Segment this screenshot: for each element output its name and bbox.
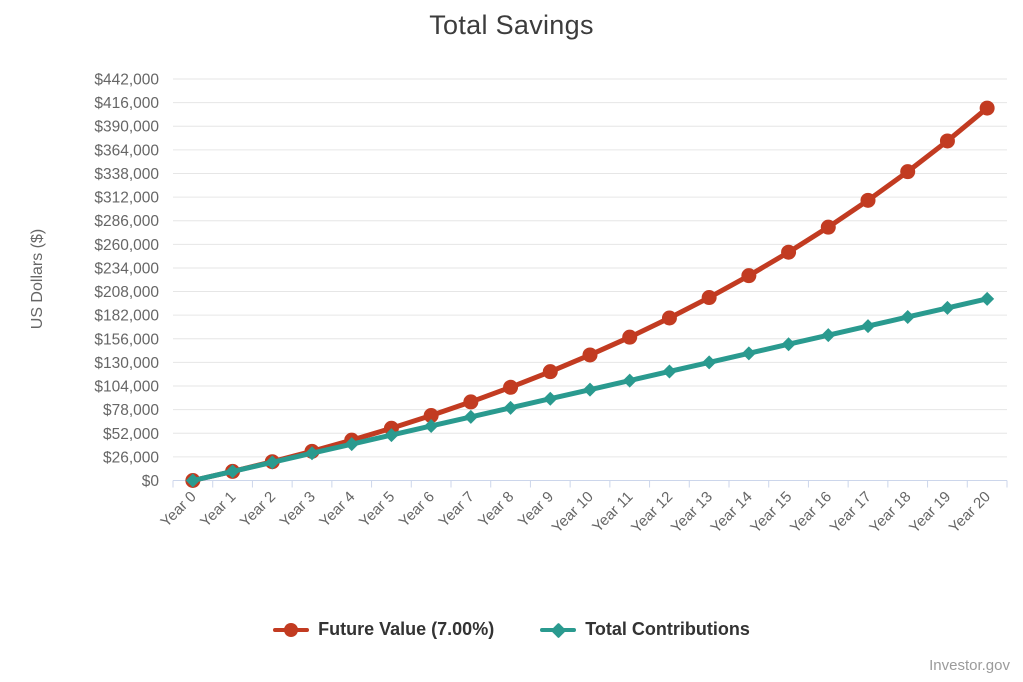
diamond-marker-icon	[550, 622, 567, 638]
future-value-point-year-7[interactable]	[463, 394, 479, 410]
future-value-point-year-12[interactable]	[661, 310, 677, 326]
total-contributions-point-year-15[interactable]	[781, 337, 796, 352]
x-tick-label: Year 8	[475, 488, 517, 530]
future-value-point-year-8[interactable]	[503, 379, 519, 395]
total-contributions-point-year-16[interactable]	[821, 328, 836, 343]
total-contributions-point-year-9[interactable]	[543, 391, 558, 406]
future-value-line	[190, 105, 990, 483]
total-contributions-point-year-11[interactable]	[622, 373, 637, 388]
x-tick-label: Year 16	[787, 488, 835, 536]
y-tick-label: $234,000	[94, 260, 159, 277]
total-contributions-point-year-7[interactable]	[463, 409, 478, 424]
total-contributions-point-year-20[interactable]	[980, 291, 995, 306]
x-tick-label: Year 18	[866, 488, 914, 536]
x-tick-label: Year 17	[827, 488, 875, 536]
future-value-point-year-19[interactable]	[939, 133, 955, 149]
y-tick-label: $156,000	[94, 331, 159, 348]
total-contributions-series-icon	[540, 621, 577, 639]
y-tick-label: $130,000	[94, 355, 159, 372]
total-contributions-point-year-19[interactable]	[940, 300, 955, 315]
x-tick-label: Year 19	[906, 488, 954, 536]
x-tick-label: Year 4	[316, 488, 358, 530]
y-tick-label: $182,000	[94, 308, 159, 325]
y-tick-label: $286,000	[94, 213, 159, 230]
y-tick-label: $104,000	[94, 379, 159, 396]
x-tick-label: Year 2	[237, 488, 279, 530]
future-value-point-year-6[interactable]	[423, 408, 439, 424]
total-contributions-point-year-5[interactable]	[384, 428, 399, 443]
circle-marker-icon	[284, 622, 299, 637]
total-contributions-point-year-10[interactable]	[583, 382, 597, 397]
legend-label-future-value: Future Value (7.00%)	[318, 619, 495, 639]
future-value-point-year-11[interactable]	[622, 329, 638, 345]
total-contributions-point-year-3[interactable]	[305, 446, 319, 461]
total-contributions-point-year-6[interactable]	[424, 418, 439, 433]
total-contributions-point-year-18[interactable]	[900, 309, 915, 324]
x-tick-label: Year 12	[628, 488, 676, 536]
y-tick-label: $364,000	[94, 142, 159, 159]
total-contributions-point-year-14[interactable]	[741, 346, 756, 361]
future-value-point-year-9[interactable]	[542, 364, 558, 380]
legend-item-future-value[interactable]: Future Value (7.00%)	[273, 619, 494, 640]
x-tick-label: Year 0	[157, 488, 199, 530]
y-tick-label: $260,000	[94, 237, 159, 254]
x-tick-label: Year 14	[707, 488, 755, 536]
plot-area: $0 $26,000 $52,000 $78,000 $104,000 $130,000 $…	[94, 72, 1008, 537]
x-tick-label: Year 11	[589, 488, 636, 535]
future-value-point-year-20[interactable]	[979, 100, 995, 116]
legend-item-total-contributions[interactable]: Total Contributions	[540, 619, 750, 640]
y-tick-label: $442,000	[94, 72, 159, 89]
total-contributions-point-year-12[interactable]	[662, 364, 677, 379]
y-tick-label: $312,000	[94, 190, 159, 207]
total-contributions-point-year-13[interactable]	[702, 355, 717, 370]
attribution: Investor.gov	[929, 657, 1010, 674]
y-tick-label: $26,000	[103, 449, 159, 466]
y-tick-label: $52,000	[103, 426, 159, 443]
x-tick-label: Year 13	[668, 488, 716, 536]
y-tick-label: $390,000	[94, 119, 159, 136]
y-tick-label: $208,000	[94, 284, 159, 301]
y-tick-label: $338,000	[94, 166, 159, 183]
future-value-point-year-13[interactable]	[701, 290, 717, 306]
future-value-point-year-17[interactable]	[860, 192, 876, 208]
total-contributions-point-year-17[interactable]	[861, 319, 875, 334]
future-value-point-year-18[interactable]	[900, 164, 916, 180]
x-tick-label: Year 6	[396, 488, 438, 530]
chart-title: Total Savings	[429, 10, 594, 40]
total-contributions-point-year-1[interactable]	[225, 464, 240, 479]
total-contributions-point-year-2[interactable]	[265, 455, 280, 470]
legend-label-total-contributions: Total Contributions	[585, 619, 750, 639]
x-tick-label: Year 20	[946, 488, 994, 536]
y-tick-label: $78,000	[103, 402, 159, 419]
x-tick-label: Year 7	[435, 488, 477, 530]
total-contributions-point-year-0[interactable]	[185, 473, 200, 488]
x-tick-label: Year 10	[549, 488, 597, 536]
total-contributions-point-year-4[interactable]	[344, 437, 359, 452]
legend: Future Value (7.00%) Total Contributions	[0, 619, 1023, 640]
future-value-series-icon	[273, 621, 310, 639]
x-tick-label: Year 3	[277, 488, 319, 530]
x-tick-label: Year 1	[197, 488, 239, 530]
total-contributions-point-year-8[interactable]	[503, 400, 518, 415]
y-tick-label: $0	[142, 473, 160, 490]
future-value-point-year-10[interactable]	[582, 347, 598, 363]
future-value-point-year-14[interactable]	[741, 268, 757, 284]
future-value-point-year-16[interactable]	[820, 219, 836, 235]
x-tick-label: Year 15	[747, 488, 795, 536]
future-value-point-year-15[interactable]	[781, 244, 797, 260]
x-tick-label: Year 5	[356, 488, 398, 530]
y-tick-label: $416,000	[94, 95, 159, 112]
